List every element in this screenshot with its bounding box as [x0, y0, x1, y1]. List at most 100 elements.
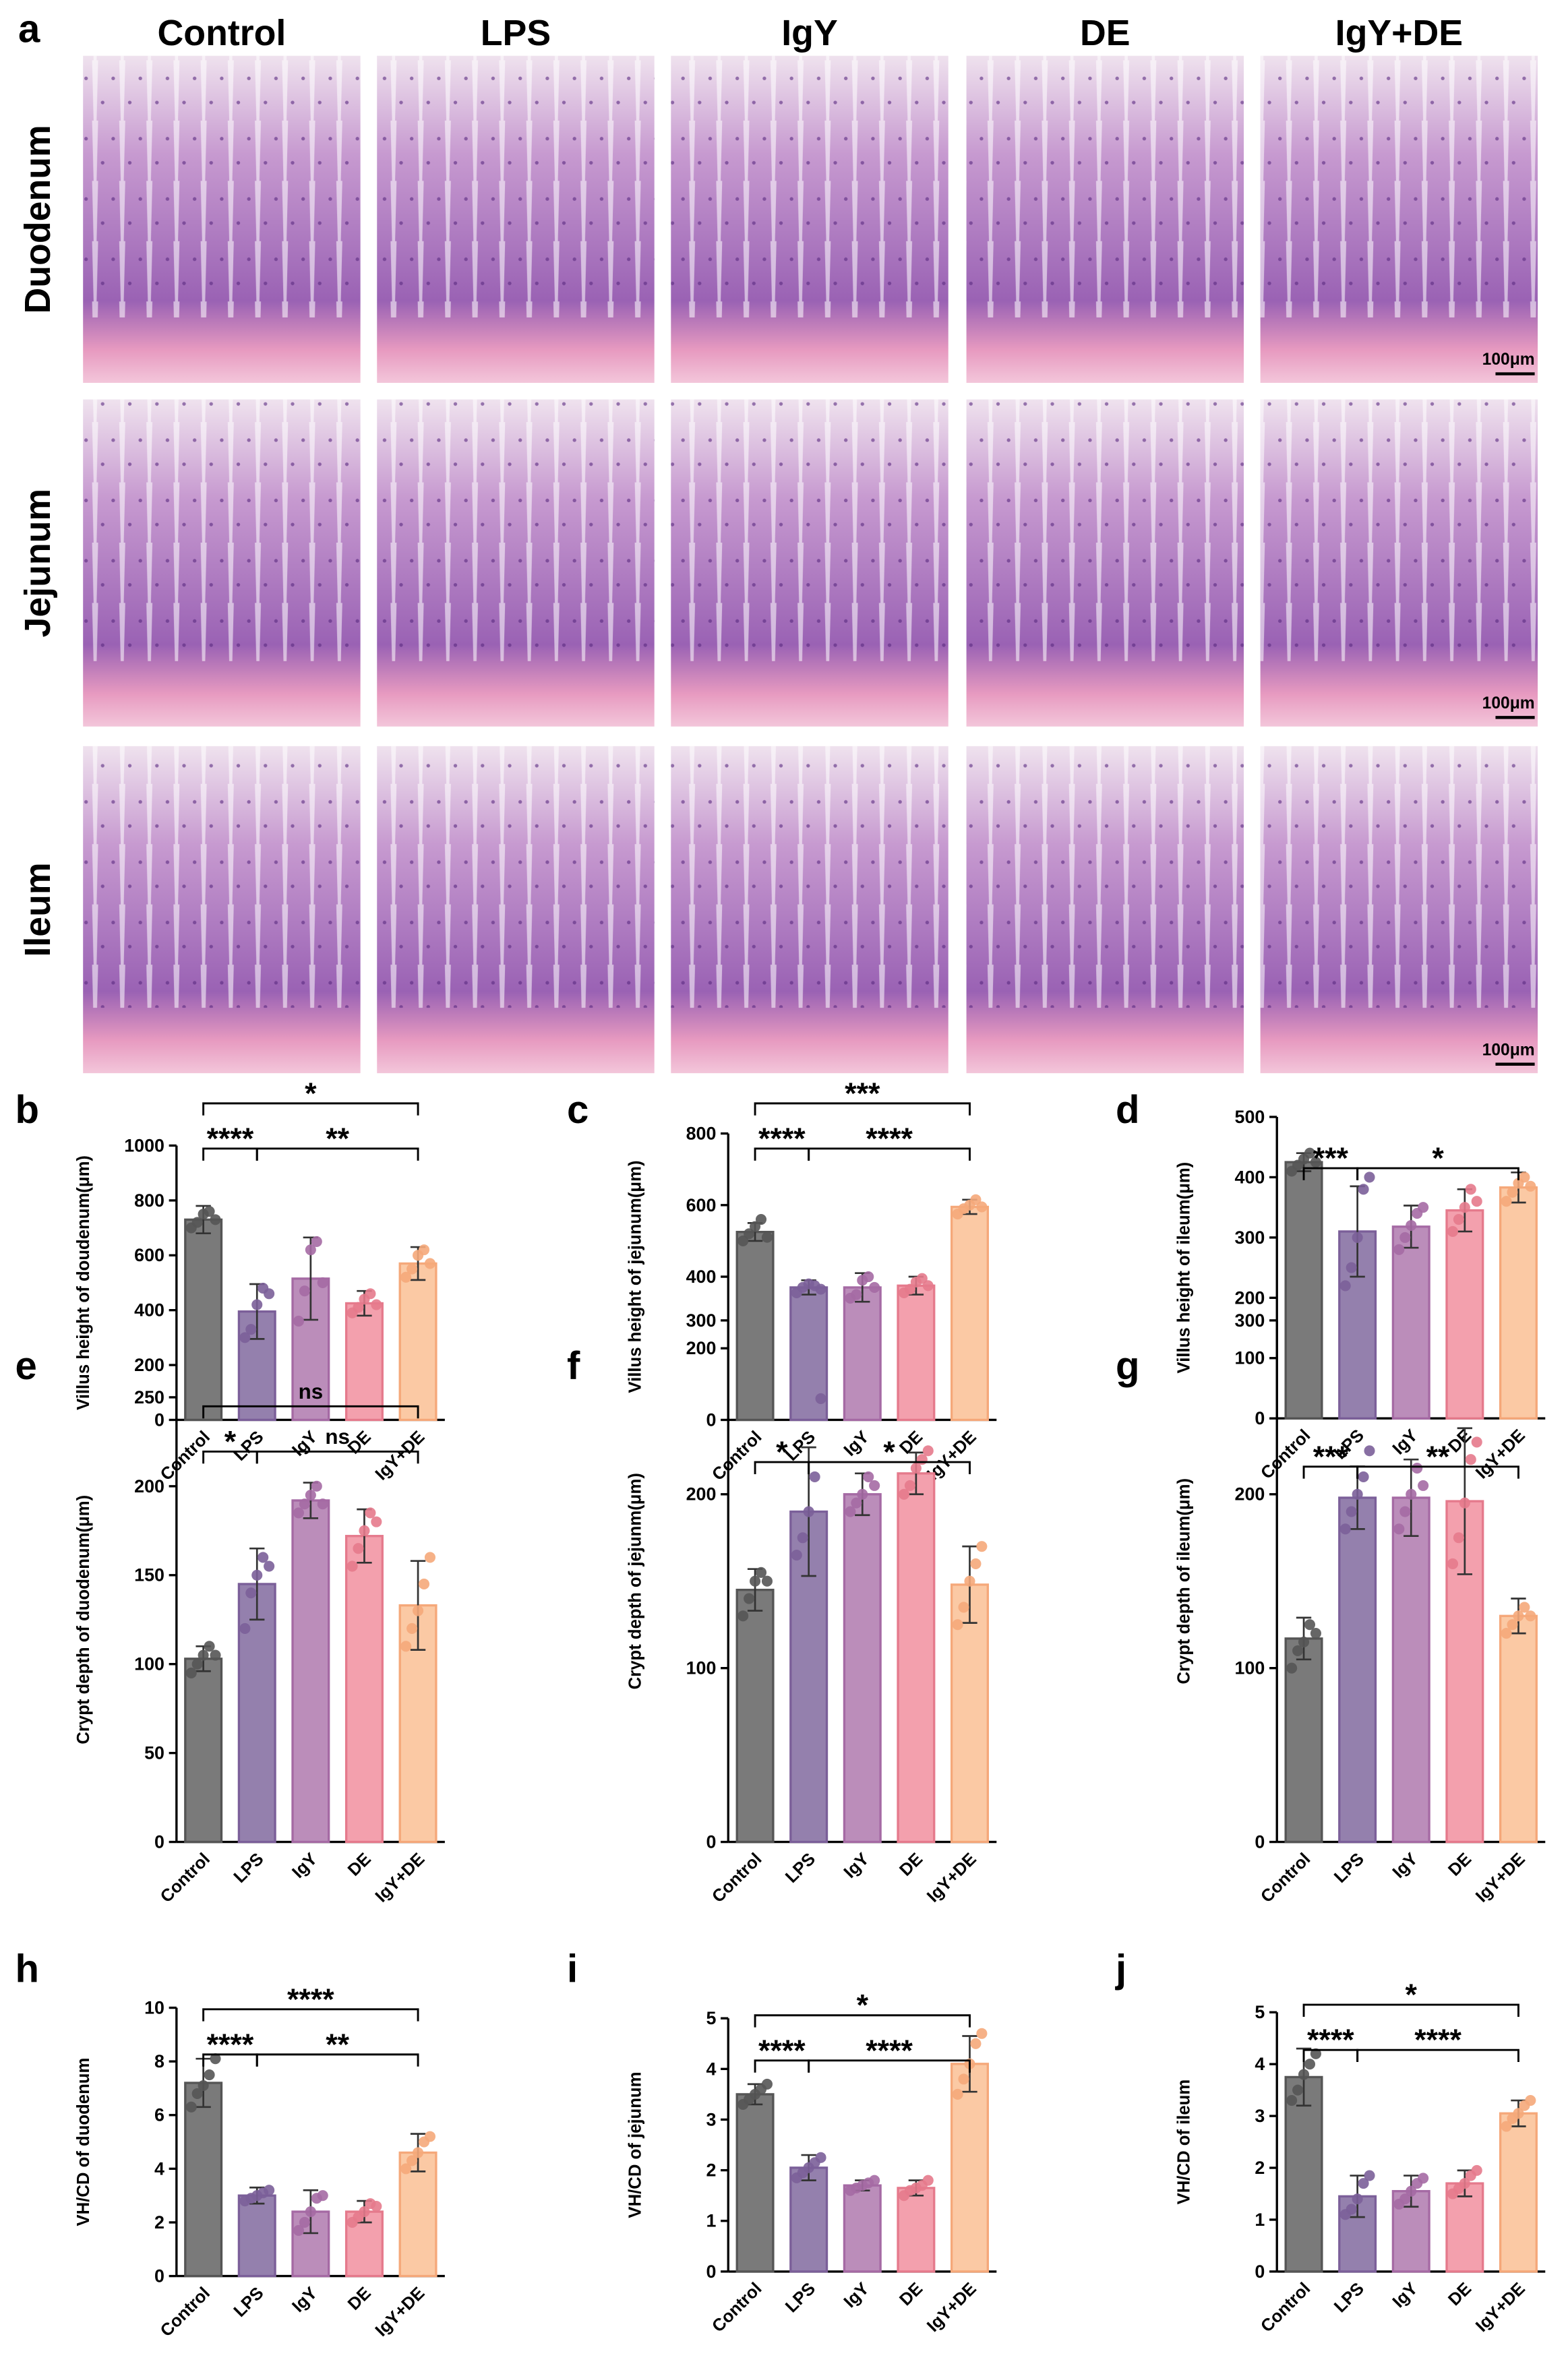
- significance-label: *: [224, 1425, 237, 1458]
- x-tick-label: DE: [896, 1850, 926, 1880]
- significance-label: ns: [299, 1380, 324, 1403]
- data-point: [1501, 2121, 1512, 2132]
- y-axis-label: VH/CD of ileum: [1175, 2079, 1194, 2205]
- data-point: [371, 1299, 382, 1310]
- y-axis-label: Crypt depth of ileum(μm): [1175, 1478, 1194, 1684]
- data-point: [845, 1506, 856, 1517]
- data-point: [365, 1288, 376, 1300]
- data-point: [803, 1506, 814, 1517]
- x-tick-label: IgY+DE: [924, 1850, 980, 1906]
- x-tick-label: LPS: [231, 1850, 268, 1887]
- data-point: [400, 1271, 412, 1283]
- data-point: [1507, 1619, 1518, 1631]
- x-tick-label: IgY: [1389, 2279, 1422, 2311]
- data-point: [311, 1480, 322, 1492]
- histology-panel: Control LPS IgY DE IgY+DE Duodenum 100μm Jejunu…: [18, 13, 1538, 1074]
- column-label: Control: [158, 13, 287, 53]
- bar: [1338, 1496, 1377, 1844]
- x-tick-label: IgY: [1389, 1426, 1422, 1458]
- y-axis-label: Crypt depth of jejunm(μm): [626, 1473, 645, 1689]
- y-tick-label: 0: [706, 2261, 716, 2282]
- bar: [398, 1262, 438, 1422]
- histology-texture: [377, 55, 655, 317]
- x-tick-label: Control: [1257, 1426, 1314, 1482]
- x-tick-label: Control: [1257, 1850, 1314, 1906]
- x-tick-label: DE: [1445, 2279, 1475, 2309]
- data-point: [1525, 1610, 1536, 1622]
- significance-label: *: [883, 1436, 895, 1469]
- significance-label: ****: [1307, 2024, 1354, 2057]
- data-point: [1471, 1436, 1482, 1448]
- panel-label: e: [16, 1344, 37, 1388]
- data-point: [910, 1463, 922, 1474]
- data-point: [299, 1498, 310, 1510]
- x-tick-label: Control: [708, 1850, 765, 1906]
- data-point: [1471, 2164, 1482, 2176]
- panel-label: j: [1115, 1947, 1126, 1991]
- bar: [897, 1284, 936, 1422]
- data-point: [264, 1288, 275, 1300]
- data-point: [922, 2175, 934, 2186]
- bar: [1499, 1614, 1538, 1844]
- data-point: [869, 2175, 880, 2186]
- significance-bracket: [808, 1147, 971, 1161]
- bar: [184, 1218, 223, 1422]
- y-tick-label: 0: [154, 2266, 164, 2286]
- data-point: [293, 2224, 305, 2236]
- significance-bracket: [255, 2053, 419, 2067]
- data-point: [346, 1560, 358, 1572]
- histology-texture: [1260, 746, 1538, 1008]
- y-tick-label: 1: [706, 2211, 716, 2231]
- y-tick-label: 8: [154, 2051, 164, 2071]
- significance-label: ****: [758, 2034, 806, 2067]
- y-tick-label: 3: [706, 2109, 716, 2129]
- data-point: [400, 1641, 412, 1652]
- x-tick-label: IgY+DE: [372, 1428, 429, 1484]
- significance-label: ****: [866, 2034, 913, 2067]
- histology-texture: [377, 746, 655, 1008]
- data-point: [1352, 2193, 1363, 2205]
- panel-label: d: [1116, 1088, 1140, 1132]
- x-tick-label: Control: [1257, 2279, 1314, 2336]
- y-tick-label: 4: [154, 2158, 164, 2179]
- data-point: [1519, 1602, 1530, 1613]
- significance-label: ****: [1414, 2024, 1461, 2057]
- data-point: [744, 1593, 755, 1604]
- data-point: [1352, 1488, 1363, 1500]
- data-point: [815, 1393, 826, 1404]
- y-tick-label: 0: [154, 1832, 164, 1852]
- y-axis-label: Villus height of jejunum(μm): [626, 1160, 645, 1393]
- data-point: [791, 1549, 802, 1561]
- column-label: DE: [1080, 13, 1130, 53]
- scale-bar-label: 100μm: [1482, 694, 1535, 712]
- data-point: [1519, 1172, 1530, 1183]
- data-point: [958, 2073, 969, 2085]
- y-tick-label: 10: [144, 1998, 164, 2018]
- data-point: [1453, 1213, 1464, 1225]
- histology-texture: [671, 399, 948, 661]
- data-point: [857, 1488, 868, 1500]
- bar: [897, 2187, 936, 2273]
- scale-bar-label: 100μm: [1482, 1041, 1535, 1059]
- x-tick-label: IgY+DE: [1472, 1426, 1529, 1482]
- data-point: [1447, 1558, 1459, 1569]
- significance-bracket: [255, 1147, 419, 1161]
- data-point: [1364, 2170, 1375, 2181]
- data-point: [904, 1283, 915, 1295]
- data-point: [1399, 1232, 1411, 1243]
- data-point: [1286, 1662, 1298, 1674]
- data-point: [1471, 1196, 1482, 1207]
- data-point: [299, 2216, 310, 2228]
- significance-bracket: [754, 2014, 971, 2028]
- data-point: [185, 1667, 197, 1678]
- significance-bracket: [1356, 1465, 1519, 1479]
- data-point: [976, 2028, 988, 2039]
- data-point: [204, 1206, 215, 1217]
- data-point: [413, 2147, 424, 2158]
- data-point: [251, 1569, 263, 1581]
- x-tick-label: LPS: [231, 2284, 268, 2321]
- data-point: [245, 1324, 257, 1335]
- x-tick-label: IgY: [289, 1850, 321, 1882]
- data-point: [191, 1658, 203, 1670]
- x-tick-label: IgY+DE: [372, 2284, 429, 2340]
